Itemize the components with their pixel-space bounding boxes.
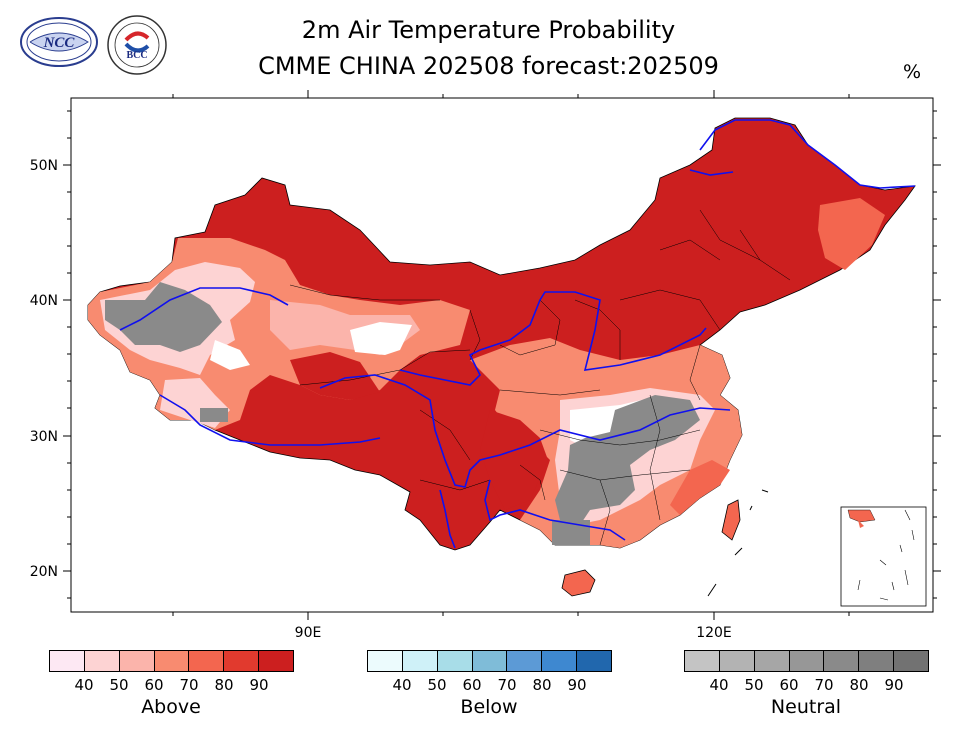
islands	[707, 489, 769, 597]
map-fill-layer	[87, 117, 916, 597]
colorbar-swatch	[719, 651, 755, 671]
colorbar-tick-label: 70	[497, 676, 517, 694]
svg-text:BCC: BCC	[126, 50, 147, 61]
colorbar-swatch	[472, 651, 508, 671]
colorbar-neutral-label: Neutral	[770, 696, 842, 718]
major-rivers	[119, 119, 916, 549]
colorbar-swatch	[859, 651, 895, 671]
colorbar-swatch	[154, 651, 190, 671]
colorbar-swatch	[84, 651, 120, 671]
hainan-island	[561, 569, 596, 597]
x-label-120e: 120E	[696, 625, 732, 641]
colorbar-tick-label: 60	[144, 676, 164, 694]
colorbar-tick-label: 80	[214, 676, 234, 694]
colorbar-tick-label: 50	[109, 676, 129, 694]
y-label-50n: 50N	[30, 158, 58, 174]
colorbar-swatch	[368, 651, 403, 671]
colorbar-tick-label: 80	[849, 676, 869, 694]
colorbar-swatch	[577, 651, 612, 671]
bcc-logo: BCC	[107, 15, 167, 75]
neutral-patch-south	[552, 520, 590, 545]
colorbar-tick-label: 50	[744, 676, 764, 694]
colorbar-tick-label: 60	[779, 676, 799, 694]
northeast-patch	[818, 198, 885, 270]
colorbar-swatch	[542, 651, 578, 671]
colorbar-tick-label: 40	[392, 676, 412, 694]
x-label-90e: 90E	[295, 625, 322, 641]
colorbar-tick-label: 90	[884, 676, 904, 694]
colorbar-swatch	[824, 651, 860, 671]
colorbar-tick-label: 90	[249, 676, 269, 694]
colorbar-tick-label: 60	[462, 676, 482, 694]
neutral-patch-east	[555, 395, 700, 525]
colorbar-tick-label: 90	[567, 676, 587, 694]
colorbar-swatch	[50, 651, 85, 671]
colorbar-above-label: Above	[141, 696, 201, 718]
colorbar-swatch	[224, 651, 260, 671]
axis-ticks	[63, 90, 941, 620]
colorbar-tick-label: 50	[427, 676, 447, 694]
south-china-sea-inset	[840, 506, 927, 607]
colorbar-below-label: Below	[460, 696, 518, 718]
colorbar-swatch	[754, 651, 790, 671]
central-red-region	[480, 410, 548, 510]
colorbar-swatch	[437, 651, 473, 671]
colorbar-tick-label: 70	[814, 676, 834, 694]
neutral-patch-small	[200, 408, 228, 422]
map-title-line1: 2m Air Temperature Probability	[301, 16, 676, 44]
colorbar-swatch	[507, 651, 543, 671]
white-area-1	[350, 322, 412, 355]
colorbar-swatch	[189, 651, 225, 671]
colorbar-above	[49, 650, 294, 672]
colorbar-tick-label: 80	[532, 676, 552, 694]
y-label-40n: 40N	[30, 293, 58, 309]
svg-text:NCC: NCC	[43, 35, 76, 51]
colorbar-swatch	[402, 651, 438, 671]
neutral-patch-xinjiang	[105, 282, 222, 352]
colorbar-swatch	[259, 651, 294, 671]
plot-frame	[70, 97, 934, 613]
colorbar-below	[367, 650, 612, 672]
tibet-red-core	[290, 352, 380, 400]
y-label-30n: 30N	[30, 429, 58, 445]
colorbar-tick-label: 70	[179, 676, 199, 694]
colorbar-swatch	[685, 651, 720, 671]
colorbar-swatch	[894, 651, 929, 671]
colorbar-swatch	[789, 651, 825, 671]
southeast-coast-region	[670, 460, 730, 515]
colorbar-tick-label: 40	[74, 676, 94, 694]
axis-labels: 50N 40N 30N 20N 90E 120E	[30, 158, 732, 641]
colorbar-swatch	[119, 651, 155, 671]
white-area-2	[210, 340, 250, 370]
taiwan-island	[721, 499, 741, 541]
colorbar-neutral	[684, 650, 929, 672]
map-title-line2: CMME CHINA 202508 forecast:202509	[258, 52, 719, 80]
unit-label: %	[903, 61, 922, 83]
ncc-logo: NCC	[20, 17, 98, 67]
y-label-20n: 20N	[30, 564, 58, 580]
colorbar-tick-label: 40	[709, 676, 729, 694]
